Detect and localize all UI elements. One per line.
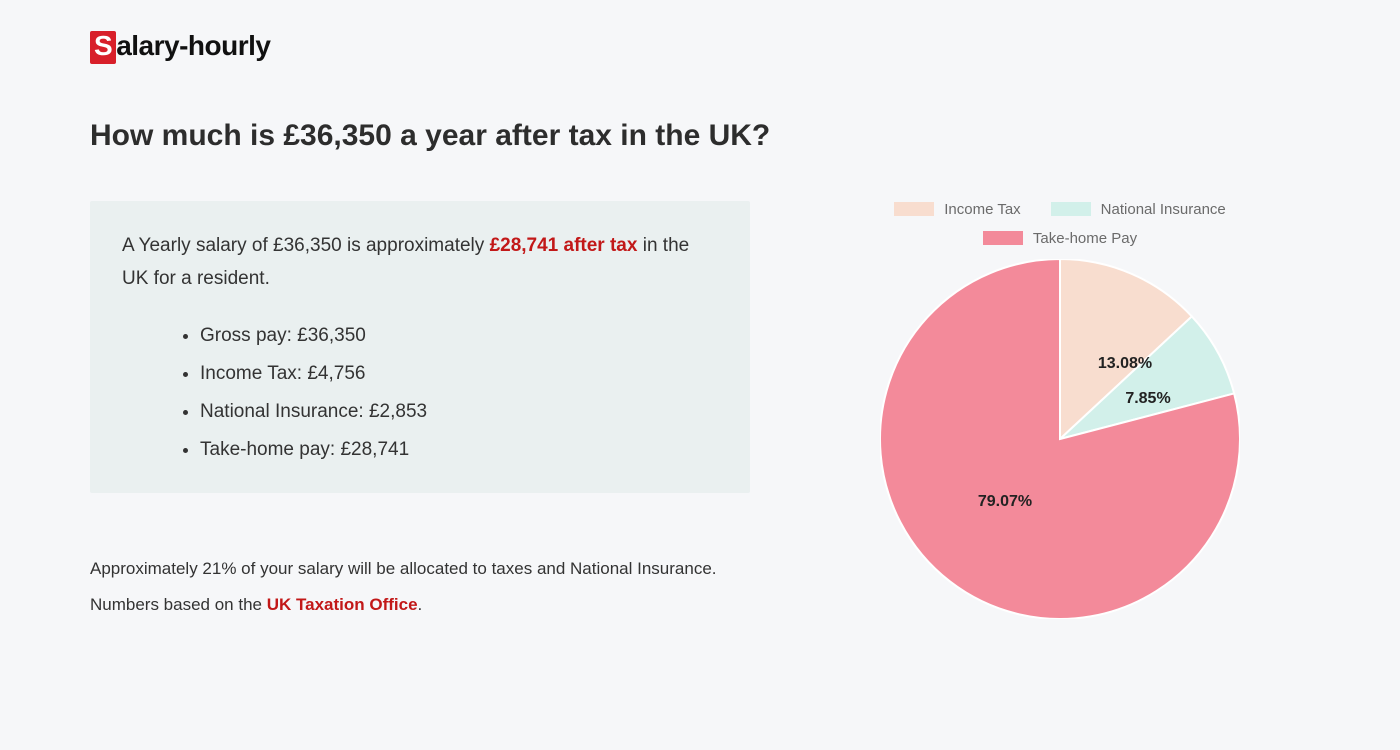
legend-label: National Insurance bbox=[1101, 201, 1226, 218]
summary-pre: A Yearly salary of £36,350 is approximat… bbox=[122, 235, 490, 256]
list-item: Take-home pay: £28,741 bbox=[200, 431, 718, 469]
right-column: Income Tax National Insurance Take-home … bbox=[850, 201, 1270, 619]
list-item: Income Tax: £4,756 bbox=[200, 355, 718, 393]
legend-item: Income Tax bbox=[894, 201, 1020, 218]
legend-item: Take-home Pay bbox=[983, 230, 1137, 247]
chart-legend: Income Tax National Insurance Take-home … bbox=[850, 201, 1270, 247]
footnote: Approximately 21% of your salary will be… bbox=[90, 551, 750, 622]
pie-svg bbox=[880, 259, 1240, 619]
pie-slice-label: 13.08% bbox=[1098, 355, 1152, 373]
legend-label: Take-home Pay bbox=[1033, 230, 1137, 247]
logo-rest: alary-hourly bbox=[116, 30, 270, 61]
page-title: How much is £36,350 a year after tax in … bbox=[90, 119, 1310, 153]
legend-item: National Insurance bbox=[1051, 201, 1226, 218]
summary-text: A Yearly salary of £36,350 is approximat… bbox=[122, 229, 718, 296]
legend-label: Income Tax bbox=[944, 201, 1020, 218]
pie-slice-label: 79.07% bbox=[978, 493, 1032, 511]
site-logo: Salary-hourly bbox=[90, 30, 1310, 64]
list-item: National Insurance: £2,853 bbox=[200, 393, 718, 431]
logo-prefix: S bbox=[90, 31, 116, 64]
legend-swatch bbox=[894, 202, 934, 216]
pie-chart: 13.08% 7.85% 79.07% bbox=[880, 259, 1240, 619]
summary-highlight: £28,741 after tax bbox=[490, 235, 638, 256]
content-row: A Yearly salary of £36,350 is approximat… bbox=[90, 201, 1310, 623]
footnote-line1: Approximately 21% of your salary will be… bbox=[90, 559, 717, 578]
list-item: Gross pay: £36,350 bbox=[200, 317, 718, 355]
pie-slice-label: 7.85% bbox=[1125, 390, 1170, 408]
summary-box: A Yearly salary of £36,350 is approximat… bbox=[90, 201, 750, 494]
footnote-line2-post: . bbox=[418, 595, 423, 614]
taxation-office-link[interactable]: UK Taxation Office bbox=[267, 595, 418, 614]
breakdown-list: Gross pay: £36,350 Income Tax: £4,756 Na… bbox=[122, 317, 718, 469]
legend-swatch bbox=[983, 231, 1023, 245]
legend-swatch bbox=[1051, 202, 1091, 216]
footnote-line2-pre: Numbers based on the bbox=[90, 595, 267, 614]
left-column: A Yearly salary of £36,350 is approximat… bbox=[90, 201, 750, 623]
